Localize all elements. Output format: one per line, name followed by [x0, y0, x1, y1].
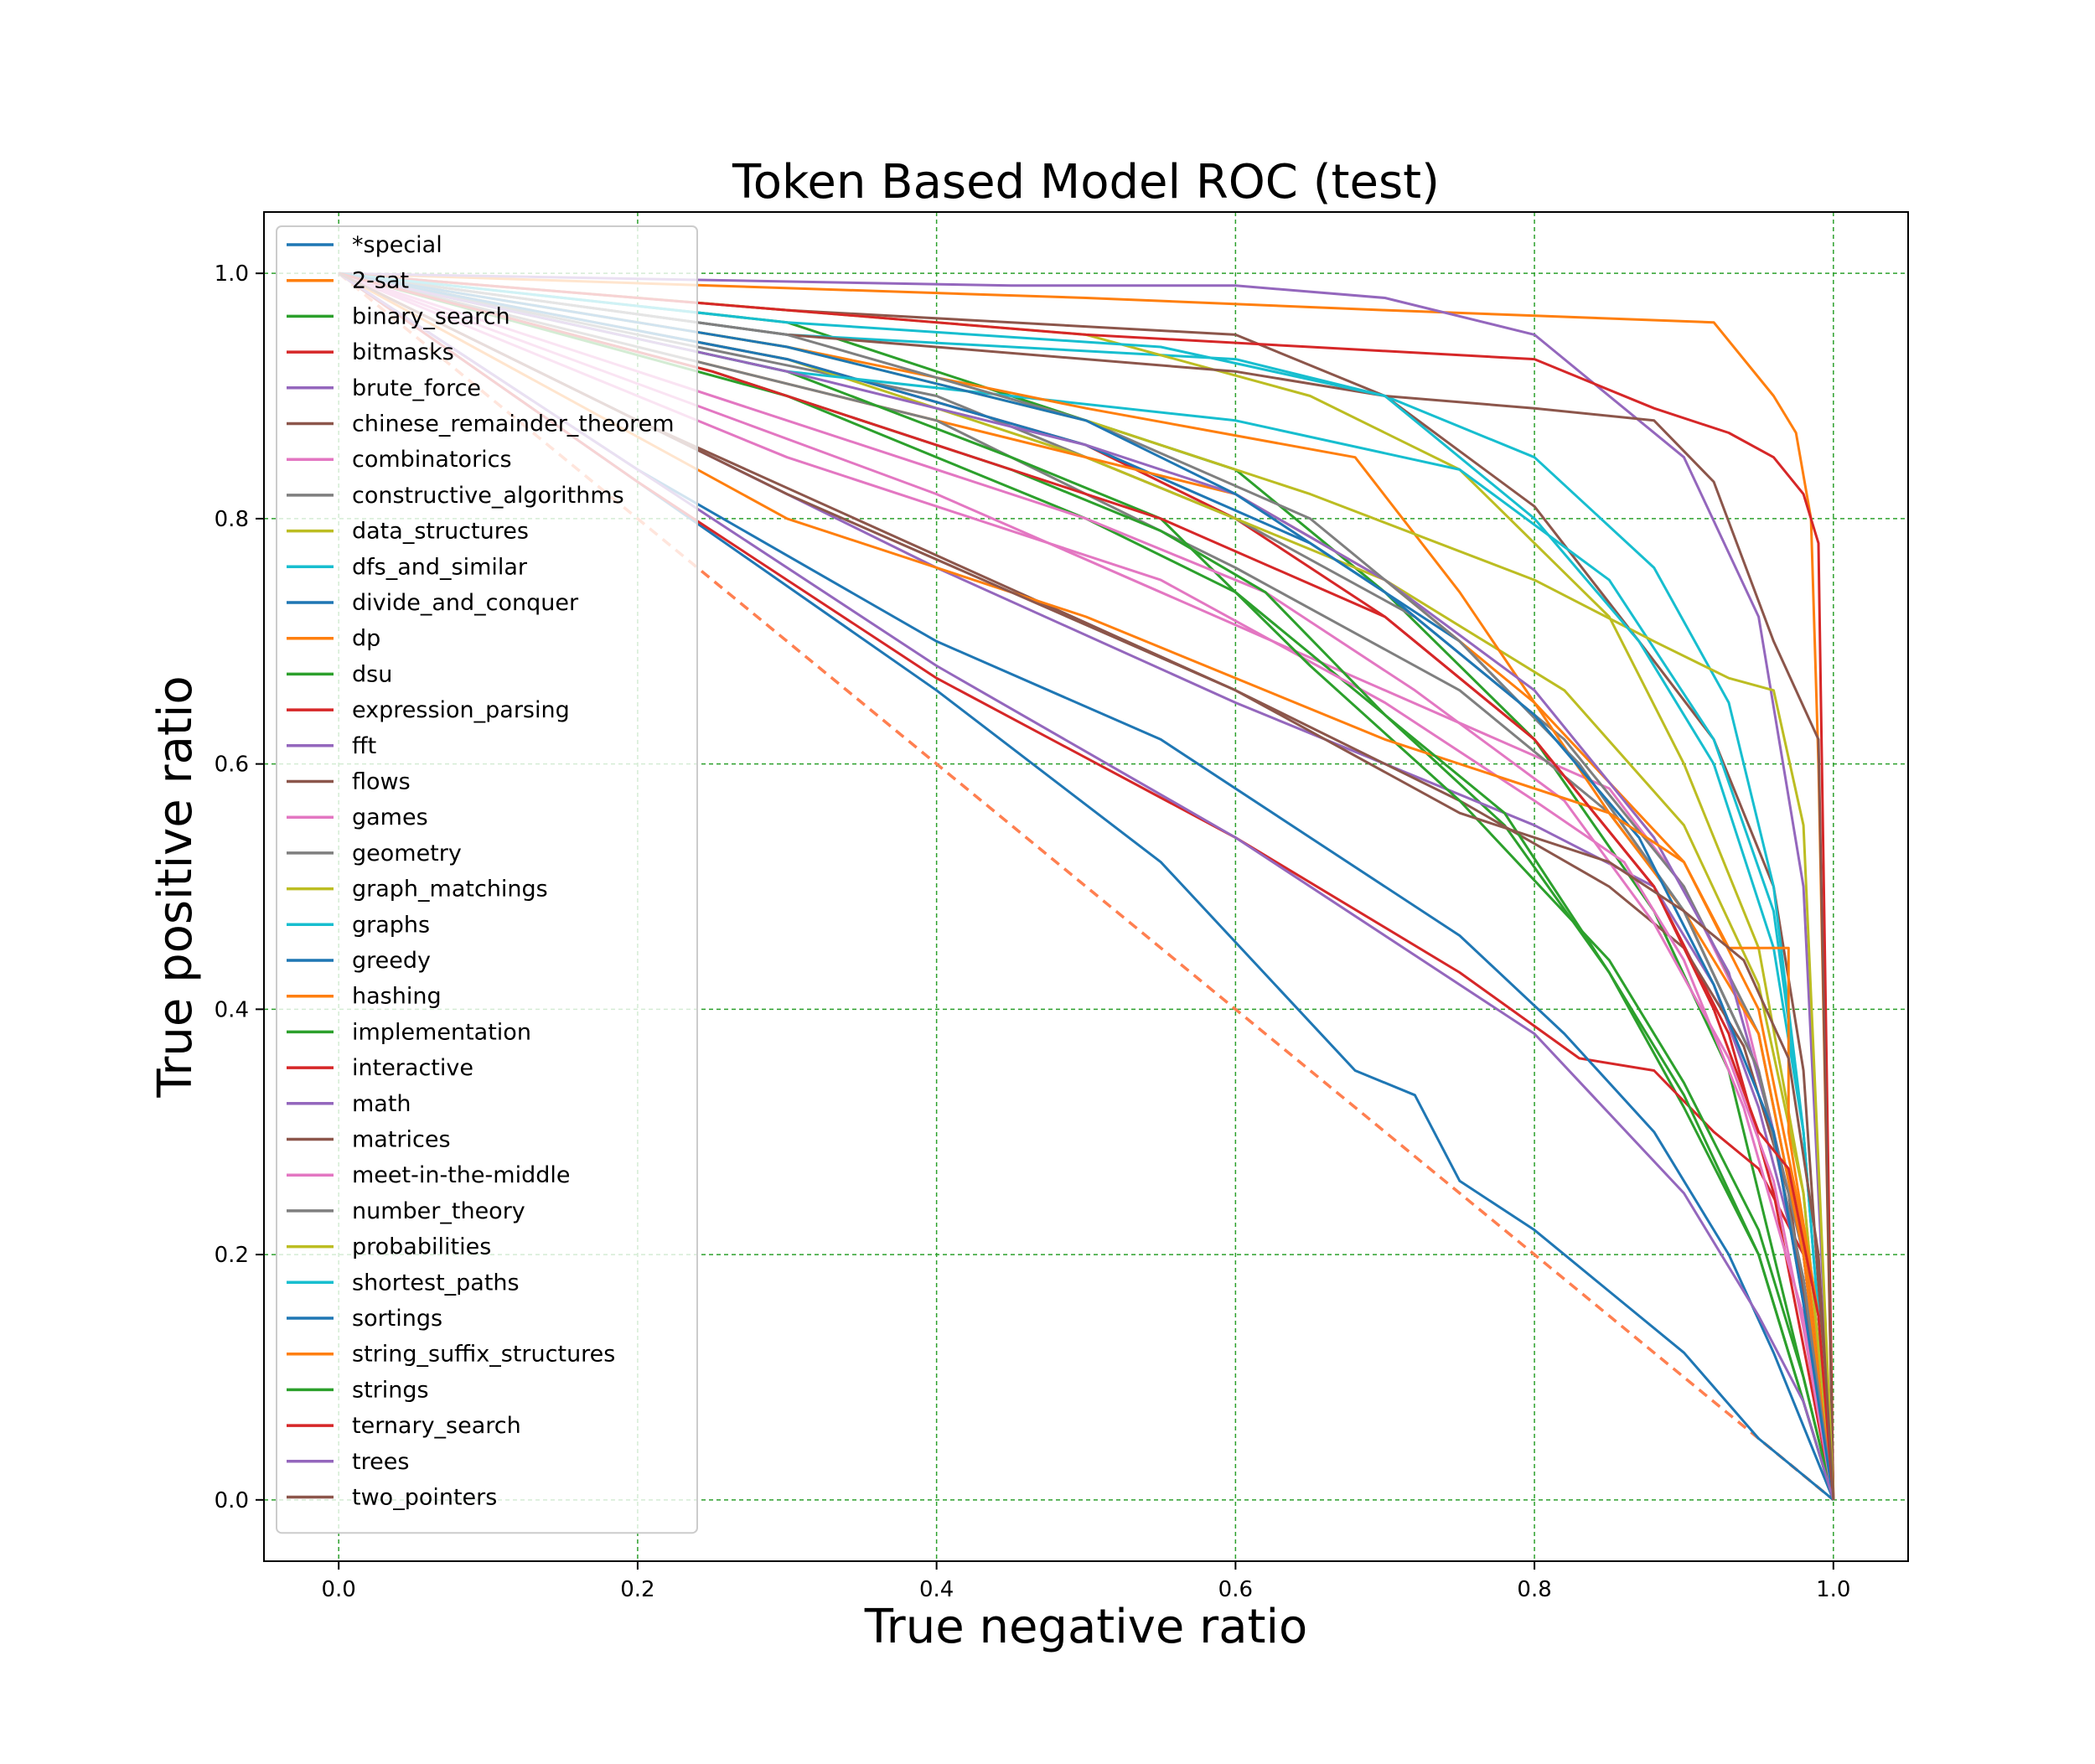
- axis-ticks: 0.0 0.2 0.4 0.6 0.8 1.0 0.0 0.2 0.4 0.6 0.8 1.0: [215, 261, 1851, 1602]
- x-tick-label: 0.6: [1218, 1577, 1253, 1602]
- legend-label: ternary_search: [352, 1413, 521, 1439]
- x-tick-label: 0.0: [322, 1577, 356, 1602]
- chart-title: Token Based Model ROC (test): [732, 155, 1440, 210]
- legend-label: shortest_paths: [352, 1270, 520, 1296]
- series-line-expression_parsing: [338, 272, 1835, 1500]
- legend-label: implementation: [352, 1019, 531, 1045]
- legend-label: combinatorics: [352, 447, 512, 473]
- legend-label: expression_parsing: [352, 697, 570, 723]
- y-tick-label: 0.6: [215, 753, 249, 778]
- series-lines: [338, 272, 1835, 1501]
- series-line-ternary_search: [338, 272, 1835, 1500]
- legend-label: greedy: [352, 948, 431, 974]
- series-line-*special: [338, 272, 1834, 1501]
- legend-label: bitmasks: [352, 339, 454, 365]
- legend-label: geometry: [352, 841, 462, 866]
- series-line-two_pointers: [338, 272, 1835, 1500]
- y-tick-label: 1.0: [215, 261, 249, 287]
- series-line-implementation: [338, 272, 1835, 1501]
- series-line-hashing: [338, 272, 1835, 1500]
- legend-label: brute_force: [352, 375, 481, 401]
- legend-label: hashing: [352, 984, 442, 1010]
- series-line-greedy: [338, 272, 1835, 1501]
- legend-label: graph_matchings: [352, 877, 548, 903]
- legend-label: divide_and_conquer: [352, 590, 579, 616]
- legend-label: dp: [352, 626, 380, 652]
- legend-label: games: [352, 804, 428, 830]
- plot-frame: [263, 211, 1909, 1562]
- legend-label: chinese_remainder_theorem: [352, 411, 675, 437]
- legend-label: math: [352, 1091, 411, 1117]
- series-line-flows: [338, 272, 1835, 1501]
- series-line-trees: [338, 272, 1835, 1501]
- legend-label: graphs: [352, 912, 430, 938]
- x-axis-label: True negative ratio: [864, 1600, 1308, 1654]
- y-axis-label: True positive ratio: [148, 675, 203, 1098]
- legend-label: data_structures: [352, 519, 529, 545]
- x-tick-label: 1.0: [1816, 1577, 1850, 1602]
- legend-label: constructive_algorithms: [352, 483, 624, 509]
- y-tick-label: 0.0: [215, 1488, 249, 1513]
- series-line-sortings: [338, 272, 1835, 1501]
- series-line-2-sat: [339, 272, 1835, 1500]
- legend-label: meet-in-the-middle: [352, 1162, 570, 1188]
- series-line-matrices: [338, 272, 1835, 1500]
- legend-box: [276, 225, 698, 1534]
- series-line-interactive: [339, 272, 1835, 1500]
- legend-label: interactive: [352, 1055, 473, 1081]
- legend-label: sortings: [352, 1306, 442, 1332]
- legend-label: *special: [352, 232, 442, 258]
- x-tick-label: 0.4: [919, 1577, 954, 1602]
- series-line-brute_force: [339, 272, 1835, 1500]
- legend-label: binary_search: [352, 303, 510, 329]
- series-line-graphs: [338, 272, 1835, 1500]
- series-line-string_suffix_structures: [338, 272, 1835, 1500]
- legend-label: number_theory: [352, 1198, 525, 1224]
- legend-label: dfs_and_similar: [352, 554, 528, 580]
- legend-label: 2-sat: [352, 268, 409, 294]
- legend-label: matrices: [352, 1127, 451, 1153]
- y-tick-label: 0.2: [215, 1243, 249, 1268]
- x-tick-label: 0.8: [1517, 1577, 1551, 1602]
- series-line-meet-in-the-middle: [338, 272, 1835, 1501]
- x-tick-label: 0.2: [620, 1577, 654, 1602]
- legend-label: strings: [352, 1377, 429, 1403]
- legend-label: dsu: [352, 661, 392, 687]
- legend-label: fft: [352, 733, 376, 759]
- legend: *special 2-sat binary_search bitmasks brute_…: [276, 225, 698, 1534]
- y-tick-label: 0.8: [215, 507, 249, 532]
- series-line-games: [338, 272, 1835, 1501]
- legend-label: trees: [352, 1449, 409, 1475]
- legend-label: flows: [352, 769, 411, 795]
- legend-label: string_suffix_structures: [352, 1342, 615, 1368]
- legend-label: probabilities: [352, 1234, 491, 1260]
- y-tick-label: 0.4: [215, 997, 249, 1022]
- legend-label: two_pointers: [352, 1485, 497, 1511]
